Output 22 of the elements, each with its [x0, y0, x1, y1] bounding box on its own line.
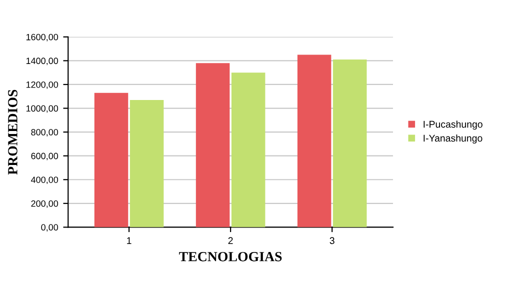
y-tick-label: 400,00 — [30, 176, 58, 184]
bar — [332, 60, 367, 228]
y-axis-title: PROMEDIOS — [8, 90, 18, 175]
y-tick-label: 800,00 — [31, 129, 58, 136]
y-tick-label: 1000,00 — [26, 105, 58, 113]
y-tick-label: 1600,00 — [26, 34, 58, 42]
bar — [231, 72, 266, 228]
legend-label: I-Yanashungo — [424, 134, 482, 144]
x-tick-label: 2 — [228, 237, 233, 244]
y-tick-label: 0,00 — [41, 224, 58, 232]
y-tick-label: 1400,00 — [26, 58, 58, 66]
x-tick-label: 3 — [330, 237, 334, 244]
bar — [297, 54, 332, 228]
x-tick-label: 1 — [127, 237, 132, 244]
x-axis-title: TECNOLOGIAS — [179, 252, 282, 262]
y-tick-label: 200,00 — [31, 200, 58, 208]
y-tick-label: 1200,00 — [26, 81, 58, 89]
bar — [130, 100, 164, 228]
y-tick-label: 600,00 — [31, 152, 58, 160]
legend-label: I-Pucashungo — [424, 120, 482, 130]
bar — [196, 63, 230, 228]
bar — [94, 92, 128, 228]
